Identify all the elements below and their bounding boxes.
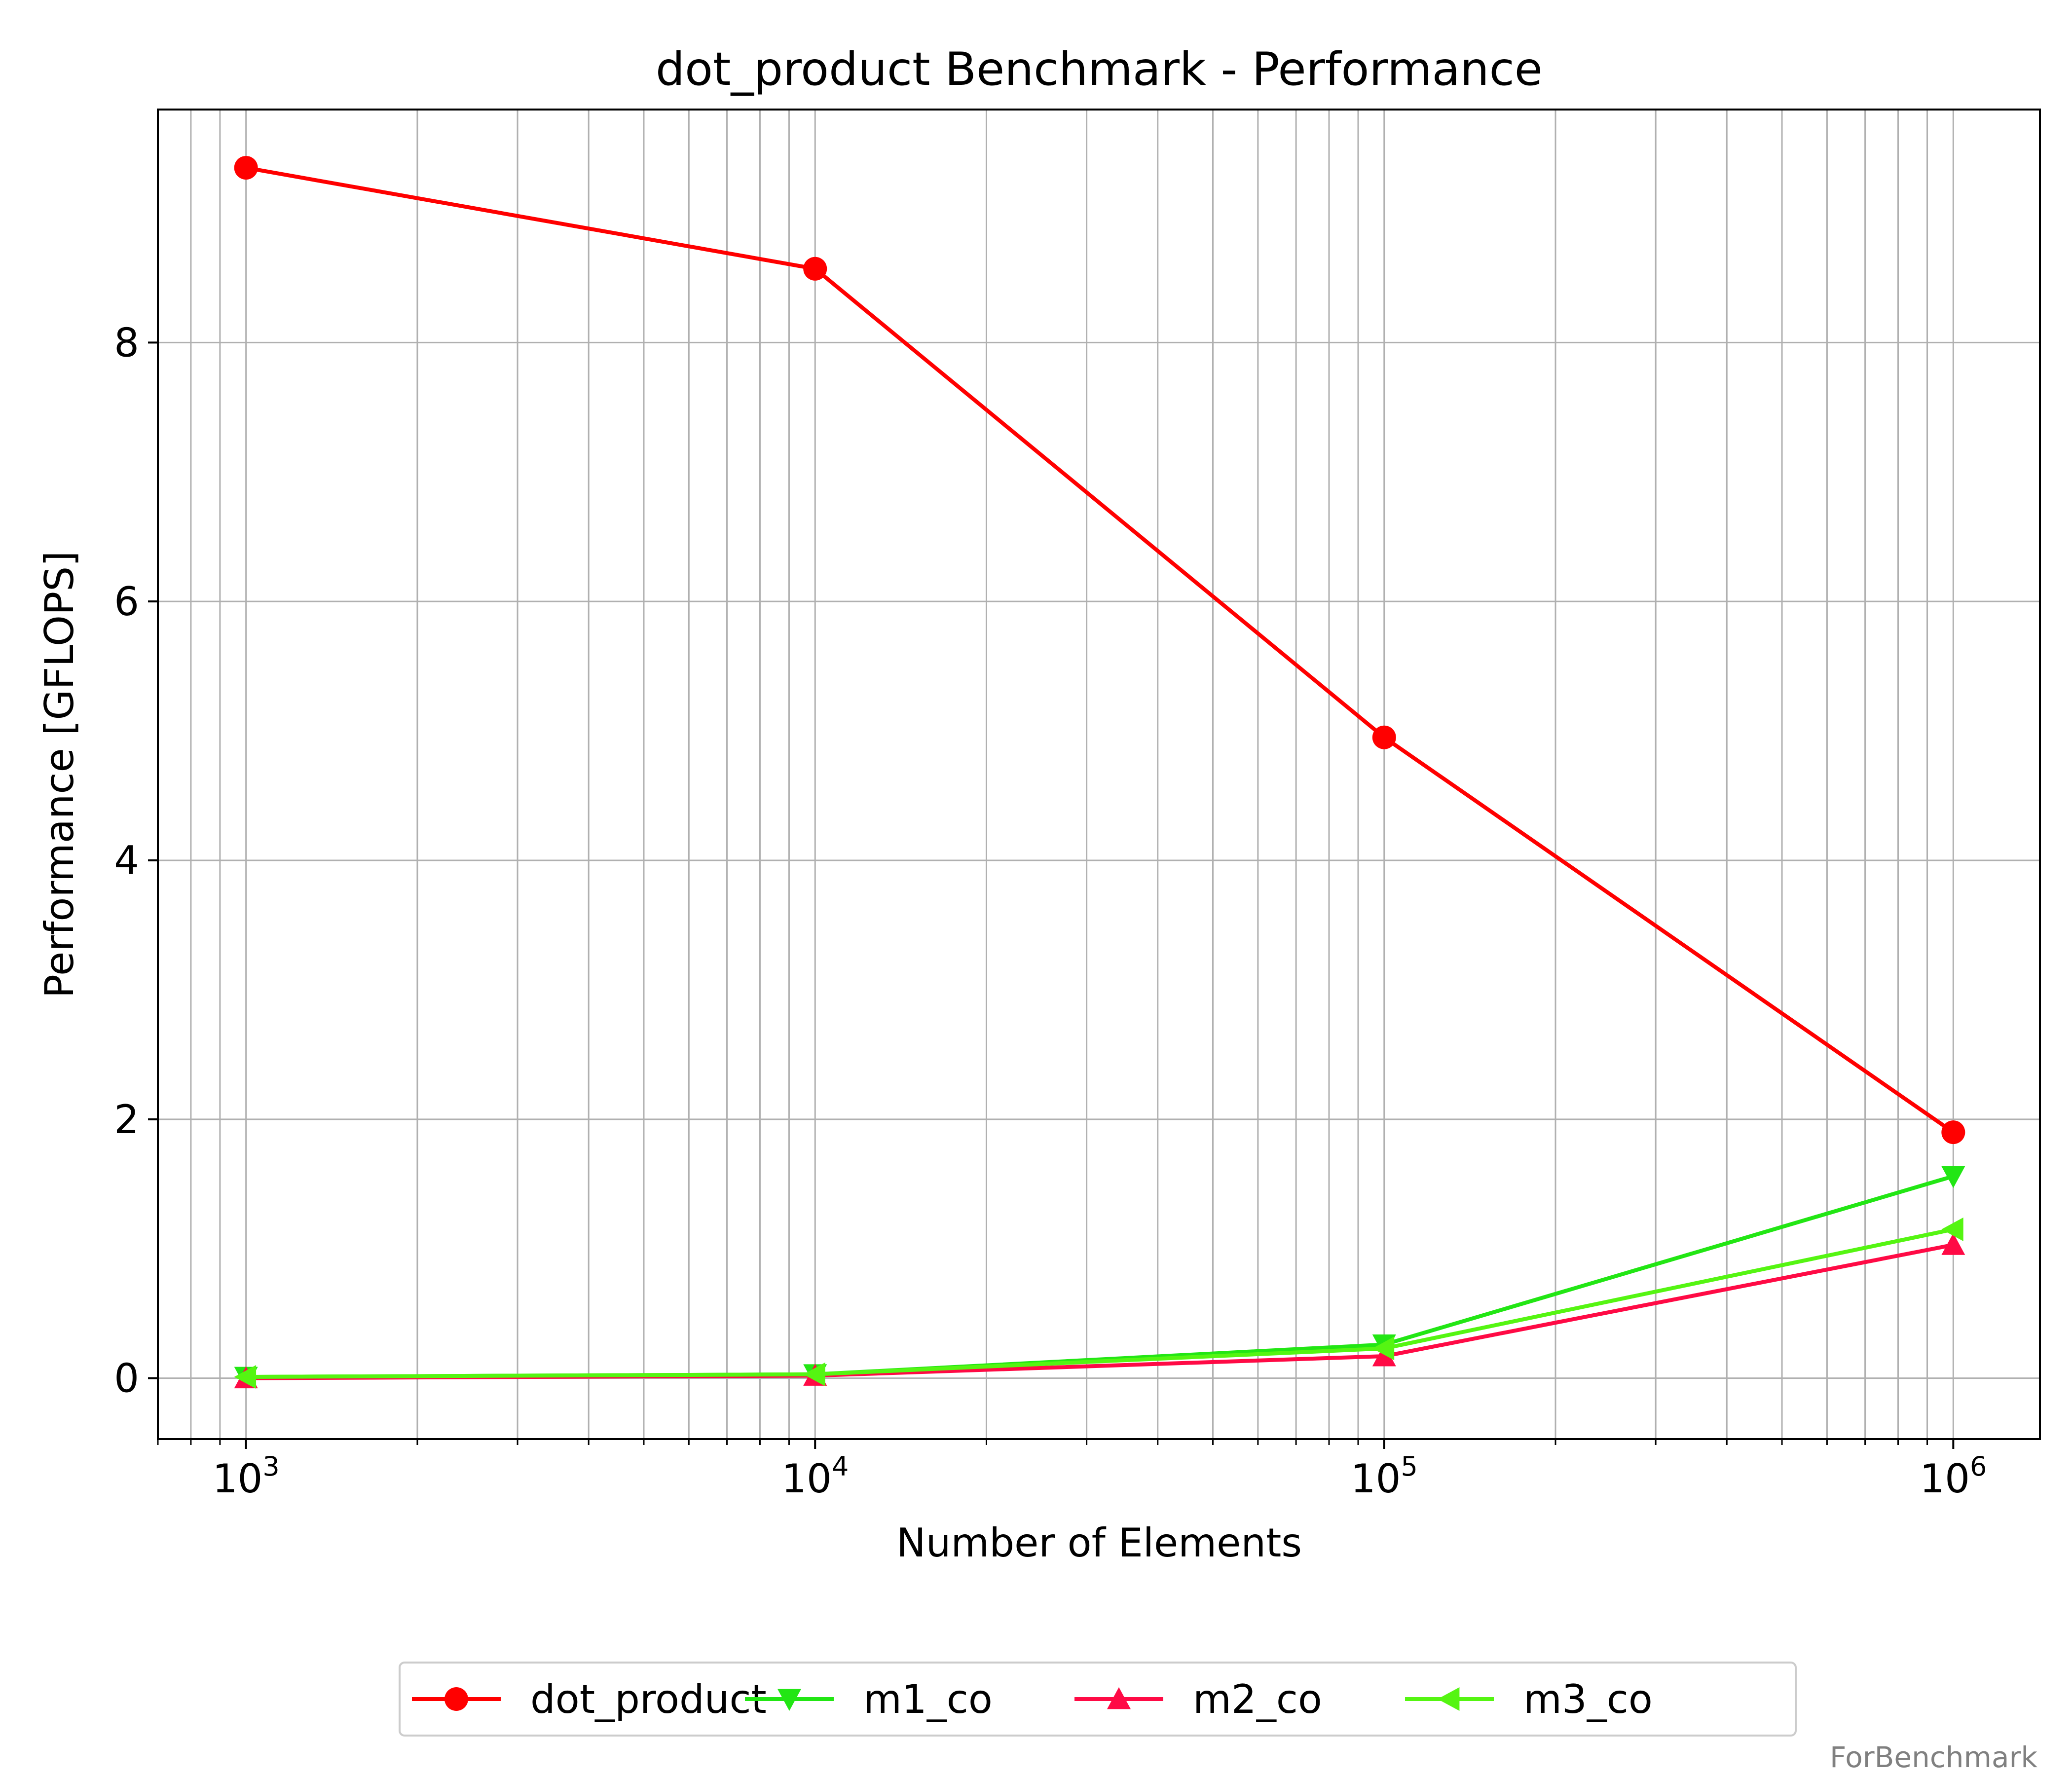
data-point xyxy=(1941,1233,1965,1255)
y-axis-label: Performance [GFLOPS] xyxy=(37,551,82,999)
chart-title: dot_product Benchmark - Performance xyxy=(656,42,1543,96)
legend-entry: m1_co xyxy=(745,1676,993,1722)
legend-entry: m3_co xyxy=(1405,1676,1653,1722)
legend-entry: m2_co xyxy=(1074,1676,1322,1722)
series-layer xyxy=(234,156,1965,1389)
legend-label: dot_product xyxy=(530,1676,767,1722)
y-tick-label: 4 xyxy=(114,838,139,884)
legend-marker xyxy=(777,1689,801,1711)
x-tick-label: 104 xyxy=(781,1451,849,1502)
legend-label: m2_co xyxy=(1193,1676,1322,1722)
x-tick-label: 105 xyxy=(1351,1451,1418,1502)
x-tick-label-exponent: 6 xyxy=(1970,1451,1987,1482)
data-point xyxy=(1372,725,1396,749)
series-dot_product xyxy=(234,156,1965,1145)
data-point xyxy=(803,257,827,281)
data-point xyxy=(1372,1336,1395,1361)
y-tick-label: 6 xyxy=(114,579,139,625)
legend-label: m1_co xyxy=(863,1676,993,1722)
data-point xyxy=(1372,1344,1396,1367)
data-point xyxy=(803,1362,825,1386)
series-m3_co xyxy=(234,1217,1963,1389)
plot-frame xyxy=(157,109,2041,1440)
legend-entry: dot_product xyxy=(412,1676,767,1722)
x-tick-label-exponent: 5 xyxy=(1401,1451,1417,1482)
data-point xyxy=(234,156,258,180)
legend-marker xyxy=(444,1687,468,1711)
series-line xyxy=(246,1227,1954,1379)
series-line xyxy=(245,166,1955,1134)
y-tick-label: 0 xyxy=(114,1356,139,1402)
data-point xyxy=(1941,1120,1965,1145)
x-tick-label-base: 10 xyxy=(213,1456,263,1502)
x-axis-label: Number of Elements xyxy=(896,1520,1302,1566)
x-tick-label: 106 xyxy=(1920,1451,1987,1502)
x-tick-label-base: 10 xyxy=(1920,1456,1970,1502)
y-tick-label: 8 xyxy=(114,320,139,366)
data-point xyxy=(234,1365,257,1389)
watermark-text: ForBenchmark xyxy=(1830,1740,2037,1774)
data-point xyxy=(1941,1166,1965,1188)
legend-label: m3_co xyxy=(1523,1676,1653,1722)
grid xyxy=(157,110,2040,1439)
legend-marker xyxy=(1107,1687,1131,1709)
x-tick-label-exponent: 3 xyxy=(262,1451,279,1482)
x-tick-label-exponent: 4 xyxy=(832,1451,849,1482)
x-tick-label-base: 10 xyxy=(1351,1456,1401,1502)
y-tick-label: 2 xyxy=(114,1097,139,1143)
data-point xyxy=(1941,1217,1963,1241)
x-tick-label: 103 xyxy=(213,1451,280,1502)
legend: dot_product m1_co m2_co m3_co xyxy=(399,1662,1797,1737)
legend-marker xyxy=(1438,1687,1460,1711)
x-tick-label-base: 10 xyxy=(781,1456,832,1502)
